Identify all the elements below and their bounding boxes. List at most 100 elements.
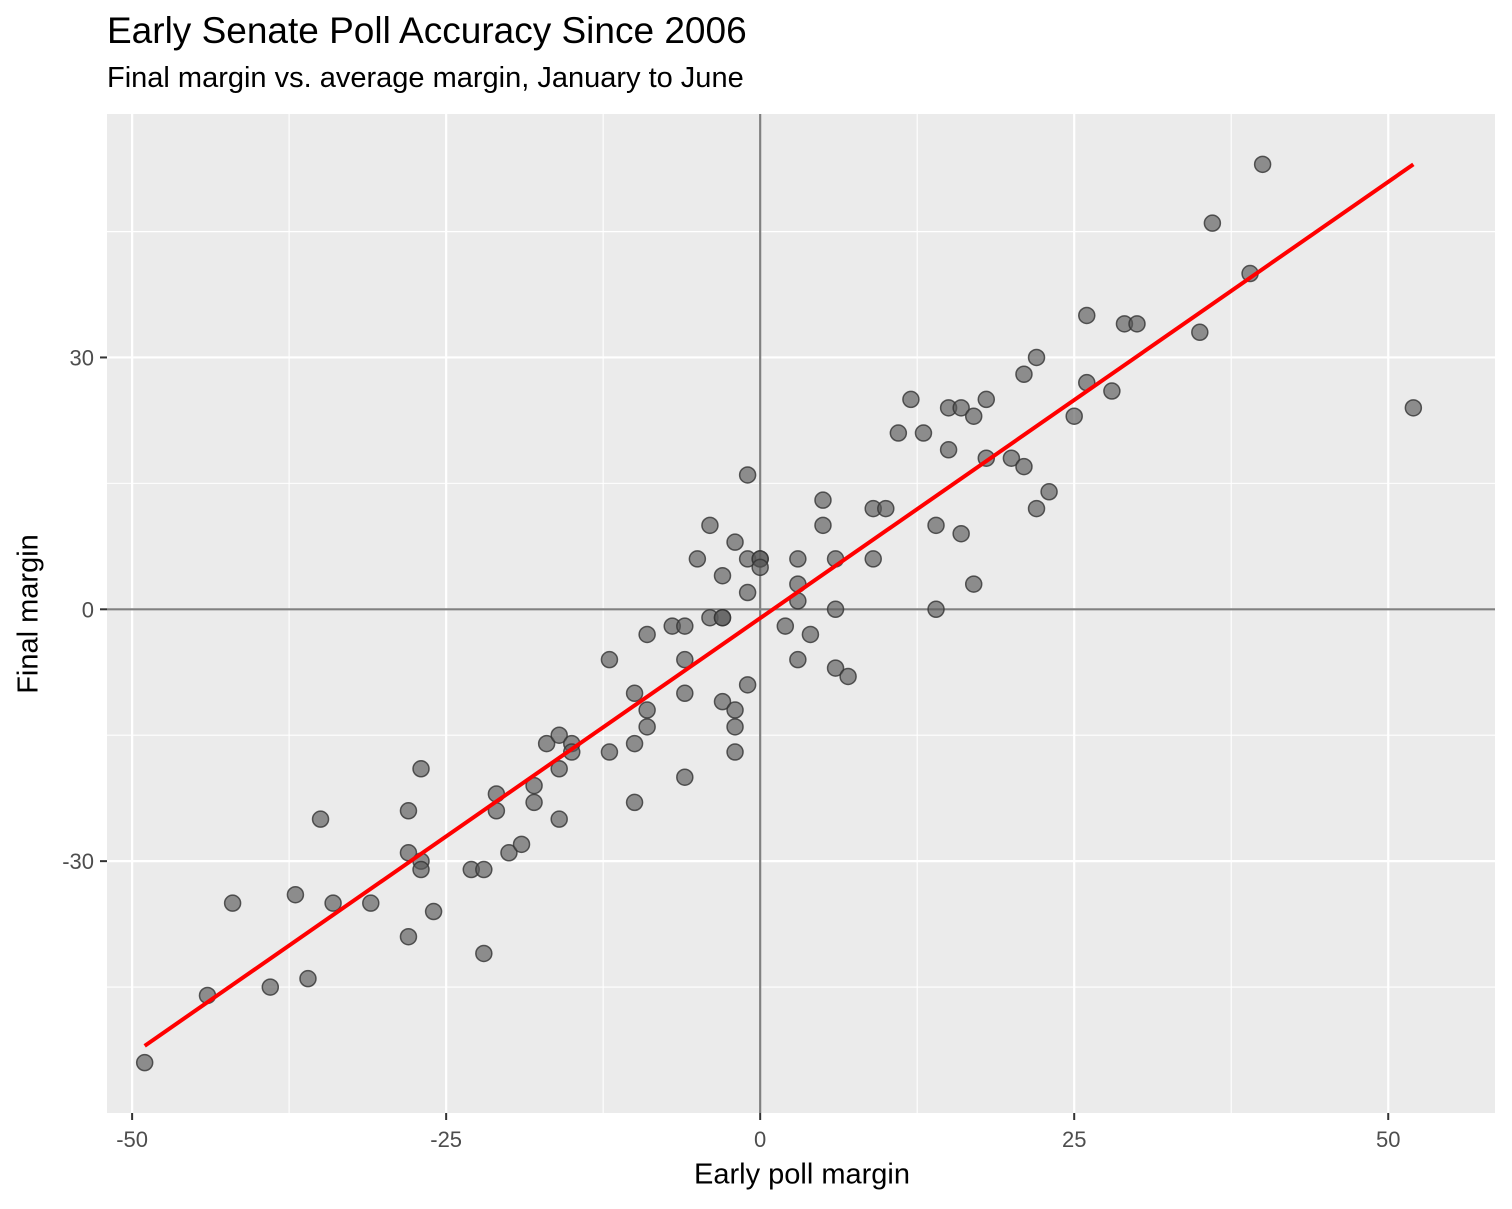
data-point — [738, 676, 757, 694]
data-point — [299, 969, 317, 988]
data-point — [223, 894, 242, 912]
x-axis-label: Early poll margin — [694, 1158, 910, 1191]
data-point — [512, 835, 531, 854]
data-point — [412, 760, 430, 778]
data-point — [726, 718, 744, 736]
data-point — [738, 583, 757, 602]
fit-line-group — [143, 162, 1415, 1048]
data-point — [1002, 449, 1021, 467]
x-tick-label: 0 — [754, 1127, 766, 1152]
data-point — [412, 860, 430, 879]
data-point — [801, 625, 820, 644]
data-point — [726, 743, 744, 761]
data-point — [1203, 214, 1222, 232]
y-axis: -30 0 30 — [62, 345, 107, 874]
data-point — [939, 441, 958, 459]
data-point — [1103, 382, 1121, 400]
data-point — [927, 516, 945, 535]
data-point — [537, 734, 556, 753]
data-point — [839, 667, 857, 686]
data-point — [1404, 399, 1423, 417]
data-point — [286, 885, 305, 904]
data-point — [676, 617, 694, 635]
data-point — [550, 810, 568, 828]
data-point — [324, 894, 342, 912]
data-point — [1191, 323, 1209, 342]
y-tick-label: 0 — [82, 597, 94, 622]
y-tick-label: -30 — [62, 849, 94, 874]
data-point — [776, 617, 795, 635]
data-point — [261, 978, 280, 996]
x-tick-label: -25 — [430, 1127, 462, 1152]
data-point — [977, 390, 996, 409]
data-point — [814, 491, 832, 509]
data-point — [311, 810, 330, 828]
data-point — [625, 684, 644, 703]
plot-panel — [107, 114, 1495, 1113]
data-point — [964, 407, 983, 425]
data-point — [701, 516, 719, 535]
data-point — [475, 860, 493, 879]
data-point — [738, 466, 757, 484]
data-point — [1065, 407, 1083, 425]
data-point — [362, 894, 380, 912]
data-point — [600, 743, 619, 761]
data-point — [826, 600, 845, 619]
reference-lines — [107, 114, 1495, 1113]
data-point — [676, 768, 694, 786]
data-point — [864, 550, 882, 568]
data-point — [676, 684, 694, 703]
chart-title: Early Senate Poll Accuracy Since 2006 — [107, 10, 747, 51]
data-point — [638, 701, 656, 719]
data-point — [713, 608, 732, 627]
y-tick-label: 30 — [70, 345, 94, 370]
data-point — [525, 793, 543, 812]
data-point — [399, 927, 418, 946]
data-point — [500, 844, 518, 862]
data-point — [625, 734, 644, 753]
data-point — [135, 1053, 154, 1072]
data-point — [475, 944, 493, 963]
data-point — [751, 558, 769, 577]
grid-minor — [107, 114, 1495, 1113]
x-axis: -50 -25 0 25 50 — [116, 1113, 1400, 1152]
data-point — [638, 718, 656, 736]
data-point — [927, 600, 945, 619]
data-point — [550, 726, 568, 744]
data-point — [676, 650, 694, 669]
data-point — [952, 399, 970, 417]
data-point — [713, 566, 732, 585]
data-point — [952, 524, 970, 543]
data-point — [789, 650, 807, 669]
data-point — [1015, 365, 1033, 383]
data-point — [713, 692, 732, 711]
data-point — [638, 625, 656, 644]
chart-subtitle: Final margin vs. average margin, January… — [107, 62, 744, 94]
data-point — [1015, 457, 1033, 476]
data-point — [789, 550, 807, 568]
data-point — [1027, 499, 1046, 518]
data-point — [902, 390, 920, 409]
data-point — [1027, 348, 1046, 367]
y-axis-label: Final margin — [12, 534, 45, 694]
x-tick-label: -50 — [116, 1127, 148, 1152]
fit-line — [143, 162, 1415, 1048]
data-point — [877, 499, 895, 518]
data-point — [726, 701, 744, 719]
data-point — [550, 760, 568, 778]
data-point — [964, 575, 983, 593]
data-point — [814, 516, 832, 535]
data-point — [1128, 315, 1146, 333]
data-point — [600, 650, 619, 669]
data-point — [688, 550, 707, 568]
data-point — [826, 659, 845, 677]
data-point — [424, 902, 443, 921]
data-point — [914, 424, 933, 442]
data-point — [625, 793, 644, 812]
x-tick-label: 50 — [1376, 1127, 1400, 1152]
data-point — [1253, 155, 1272, 174]
data-point — [399, 802, 418, 820]
data-point — [726, 533, 744, 551]
data-point — [1078, 306, 1096, 325]
